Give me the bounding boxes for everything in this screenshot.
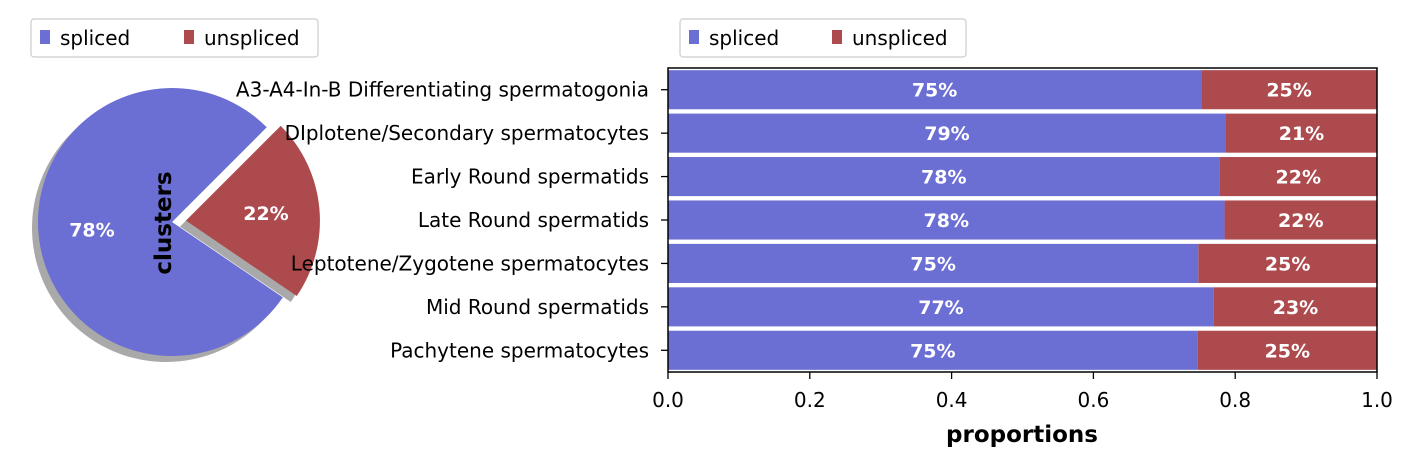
pie-slice-unspliced — [185, 125, 320, 297]
bar-value-label-unspliced-3: 22% — [1276, 167, 1321, 189]
bar-legend-frame — [679, 18, 967, 58]
bar-chart: 75% 25% 79% 21% 78% 22% 78% 22% 75% 25% 77% 23% 75% 2… — [668, 70, 1377, 370]
bar-legend-label-unspliced: unspliced — [852, 26, 948, 50]
category-label: DIplotene/Secondary spermatocytes — [285, 121, 649, 145]
bar-spliced-6 — [668, 287, 1214, 327]
x-tick-label: 0.2 — [794, 388, 826, 412]
pie-value-label-unspliced: 22% — [243, 203, 288, 225]
bar-spliced-2 — [668, 113, 1226, 153]
pie-legend: spliced unspliced — [30, 18, 319, 58]
bar-value-label-spliced-1: 75% — [912, 80, 957, 102]
bar-x-axis: 0.0 0.2 0.4 0.6 0.8 1.0 — [652, 372, 1393, 412]
category-label: Late Round spermatids — [418, 208, 649, 232]
x-tick-label: 1.0 — [1361, 388, 1393, 412]
bar-spliced-5 — [668, 243, 1199, 283]
pie-legend-swatch-spliced — [40, 30, 50, 44]
bar-spliced-7 — [668, 330, 1198, 370]
bar-xlabel: proportions — [946, 422, 1098, 448]
bar-spliced-1 — [668, 70, 1202, 110]
bar-value-label-unspliced-2: 21% — [1279, 123, 1324, 145]
bar-unspliced-5 — [1198, 243, 1377, 283]
pie-chart: 78% 22% — [32, 87, 320, 362]
x-tick-label: 0.8 — [1219, 388, 1251, 412]
pie-slice-spliced — [38, 87, 283, 356]
bar-category-labels: A3-A4-In-B Differentiating spermatogonia… — [236, 78, 668, 362]
x-tick-label: 0.0 — [652, 388, 684, 412]
bar-value-label-unspliced-6: 23% — [1273, 297, 1318, 319]
x-tick-label: 0.4 — [936, 388, 968, 412]
bar-unspliced-1 — [1201, 70, 1377, 110]
bar-value-label-spliced-5: 75% — [910, 253, 955, 275]
pie-legend-frame — [30, 18, 319, 58]
bar-value-label-spliced-4: 78% — [924, 210, 969, 232]
bar-legend: spliced unspliced — [679, 18, 967, 58]
bar-axes-frame — [667, 67, 1378, 373]
pie-value-label-spliced: 78% — [69, 220, 114, 242]
category-label: Pachytene spermatocytes — [390, 338, 649, 362]
bar-value-label-spliced-7: 75% — [910, 340, 955, 362]
pie-ylabel: clusters — [151, 171, 177, 274]
bar-unspliced-4 — [1224, 200, 1377, 240]
category-label: Early Round spermatids — [411, 165, 649, 189]
bar-value-label-spliced-3: 78% — [921, 167, 966, 189]
category-label: Leptotene/Zygotene spermatocytes — [291, 251, 649, 275]
bar-unspliced-3 — [1219, 157, 1377, 197]
bar-spliced-3 — [668, 157, 1220, 197]
bar-value-label-unspliced-1: 25% — [1266, 80, 1311, 102]
pie-legend-label-unspliced: unspliced — [204, 26, 300, 50]
category-label: Mid Round spermatids — [426, 295, 649, 319]
pie-legend-label-spliced: spliced — [60, 26, 130, 50]
bar-unspliced-6 — [1213, 287, 1377, 327]
bar-unspliced-7 — [1197, 330, 1377, 370]
category-label: A3-A4-In-B Differentiating spermatogonia — [236, 78, 649, 102]
pie-legend-swatch-unspliced — [184, 30, 194, 44]
bar-value-label-unspliced-4: 22% — [1278, 210, 1323, 232]
bar-value-label-spliced-2: 79% — [924, 123, 969, 145]
x-tick-label: 0.6 — [1077, 388, 1109, 412]
bar-legend-label-spliced: spliced — [709, 26, 779, 50]
bar-value-label-unspliced-5: 25% — [1265, 253, 1310, 275]
bar-unspliced-2 — [1225, 113, 1377, 153]
bar-value-label-unspliced-7: 25% — [1265, 340, 1310, 362]
bar-legend-swatch-spliced — [689, 30, 699, 44]
bar-spliced-4 — [668, 200, 1225, 240]
bar-value-label-spliced-6: 77% — [918, 297, 963, 319]
bar-legend-swatch-unspliced — [832, 30, 842, 44]
